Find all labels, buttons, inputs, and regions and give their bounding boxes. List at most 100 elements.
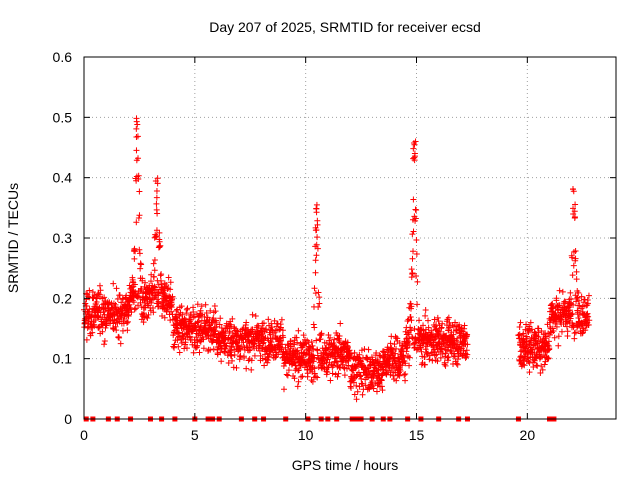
data-point: [585, 321, 592, 328]
data-point: [142, 279, 149, 286]
data-point: [570, 188, 577, 195]
data-point: [445, 314, 452, 321]
data-point: [582, 327, 589, 334]
data-point: [311, 365, 318, 372]
data-point: [158, 271, 165, 278]
data-point: [163, 307, 170, 314]
data-point: [147, 278, 154, 285]
data-point: [397, 367, 404, 374]
data-point: [314, 245, 321, 252]
data-point: [200, 345, 207, 352]
data-point: [284, 341, 291, 348]
data-point: [228, 352, 235, 359]
data-point: [157, 242, 164, 249]
data-point: [278, 337, 285, 344]
data-point: [411, 154, 418, 161]
data-point: [152, 178, 159, 185]
data-point: [391, 341, 398, 348]
data-point: [314, 234, 321, 241]
data-point: [568, 311, 575, 318]
data-point: [545, 355, 552, 362]
data-point: [402, 360, 409, 367]
data-point: [293, 334, 300, 341]
data-point: [309, 342, 316, 349]
data-point: [434, 358, 441, 365]
data-point: [131, 245, 138, 252]
data-point: [123, 319, 130, 326]
data-point: [361, 346, 368, 353]
data-point: [266, 351, 273, 358]
data-point: [209, 336, 216, 343]
data-point: [110, 320, 117, 327]
data-point: [131, 306, 138, 313]
data-point: [259, 340, 266, 347]
data-point: [183, 310, 190, 317]
data-point: [313, 205, 320, 212]
data-point: [537, 370, 544, 377]
data-point: [421, 361, 428, 368]
data-point: [302, 340, 309, 347]
data-point: [137, 260, 144, 267]
data-point: [210, 337, 217, 344]
data-point: [331, 350, 338, 357]
data-point: [313, 201, 320, 208]
data-point: [86, 287, 93, 294]
data-point: [356, 351, 363, 358]
axis-ticks: [83, 56, 616, 420]
data-point: [297, 362, 304, 369]
data-point: [428, 331, 435, 338]
data-point: [538, 363, 545, 370]
data-point: [310, 345, 317, 352]
data-point: [571, 335, 578, 342]
data-point: [256, 342, 263, 349]
data-point: [225, 359, 232, 366]
data-point: [133, 115, 140, 122]
data-point: [247, 346, 254, 353]
data-point: [316, 294, 323, 301]
data-point: [201, 313, 208, 320]
data-point: [91, 321, 98, 328]
data-point: [426, 356, 433, 363]
data-point: [83, 336, 90, 343]
data-point: [116, 334, 123, 341]
data-point: [203, 318, 210, 325]
data-point: [406, 362, 413, 369]
data-point: [131, 255, 138, 262]
data-point: [268, 339, 275, 346]
data-point: [519, 361, 526, 368]
data-point: [93, 295, 100, 302]
data-point: [207, 346, 214, 353]
data-point: [291, 358, 298, 365]
data-point: [572, 329, 579, 336]
data-point: [124, 327, 131, 334]
data-point: [236, 353, 243, 360]
data-point: [546, 345, 553, 352]
data-point: [567, 289, 574, 296]
data-point: [183, 306, 190, 313]
data-point: [316, 300, 323, 307]
data-point: [412, 215, 419, 222]
data-point: [413, 237, 420, 244]
data-point: [260, 320, 267, 327]
data-point: [167, 279, 174, 286]
data-point: [410, 196, 417, 203]
data-point: [112, 319, 119, 326]
data-point: [144, 315, 151, 322]
data-point: [184, 305, 191, 312]
data-point: [417, 344, 424, 351]
data-point: [559, 288, 566, 295]
data-point: [311, 370, 318, 377]
data-point: [364, 355, 371, 362]
data-point: [362, 382, 369, 389]
data-point: [525, 358, 532, 365]
data-point: [454, 356, 461, 363]
data-point: [444, 357, 451, 364]
data-point: [130, 299, 137, 306]
data-point: [132, 248, 139, 255]
data-point: [523, 333, 530, 340]
data-point: [233, 364, 240, 371]
data-point: [89, 329, 96, 336]
x-tick-label: 0: [80, 427, 88, 443]
data-point: [312, 224, 319, 231]
data-point: [359, 391, 366, 398]
